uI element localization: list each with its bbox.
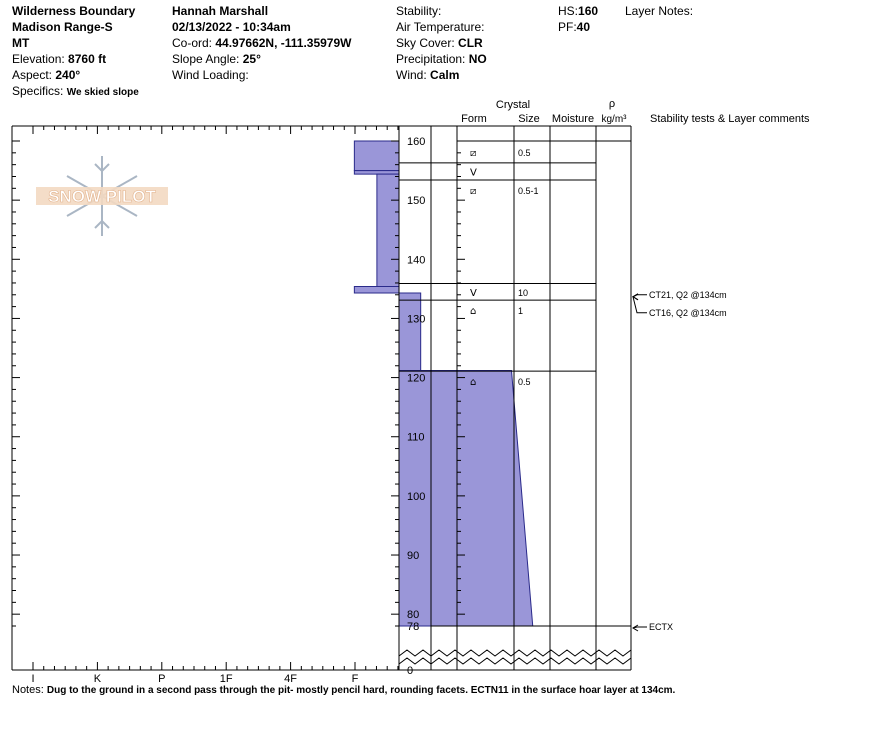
depth-block: HS:160 PF:40 — [558, 3, 598, 35]
logo-text: SNOW PILOT — [48, 187, 156, 206]
wind-label: Wind: — [396, 68, 427, 82]
layer-size: 10 — [518, 288, 528, 298]
layer-size: 1 — [518, 306, 523, 316]
location-line3: MT — [12, 36, 30, 50]
layer-form: ⌂ — [470, 377, 476, 388]
depth-tick-label: 120 — [407, 373, 425, 385]
observer-block: Hannah Marshall 02/13/2022 - 10:34am Co-… — [172, 3, 351, 83]
coord-label: Co-ord: — [172, 36, 213, 50]
depth-tick-label: 100 — [407, 491, 425, 503]
layer-size: 0.5 — [518, 377, 531, 387]
specifics-value: We skied slope — [66, 87, 139, 98]
coord-value: 44.97662N, -111.35979W — [215, 36, 352, 50]
precip-label: Precipitation: — [396, 52, 466, 66]
hardness-bar — [353, 170, 400, 175]
layer-cells: ⧄ 0.5 V ⧄ 0.5-1 V 10 ⌂ 1 ⌂ 0.5 — [470, 148, 539, 388]
hardness-label: 1F — [220, 673, 233, 685]
hs-label: HS: — [558, 4, 579, 18]
conditions-block: Stability: Air Temperature: Sky Cover: C… — [396, 3, 487, 83]
depth-tick-label: 150 — [407, 195, 425, 207]
pf-value: 40 — [576, 20, 591, 34]
snow-pilot-logo: SNOW PILOT — [36, 156, 168, 236]
layer-form: ⌂ — [470, 306, 476, 317]
hardness-bar — [398, 292, 422, 371]
location-line1: Wilderness Boundary — [12, 4, 136, 18]
notes-label: Notes: — [12, 684, 44, 696]
depth-tick-label: 130 — [407, 313, 425, 325]
depth-tick-label: 80 — [407, 609, 419, 621]
hardness-bar — [376, 173, 400, 287]
aspect-value: 240° — [55, 68, 81, 82]
depth-axis: 80 90 100 110 120 130 140 150 160 78 0 — [12, 136, 465, 677]
sky-label: Sky Cover: — [396, 36, 455, 50]
form-header: Form — [461, 113, 487, 125]
depth-tick-label: 90 — [407, 550, 419, 562]
slope-value: 25° — [242, 52, 261, 66]
stability-tests: CT21, Q2 @134cm CT16, Q2 @134cm ECTX — [632, 290, 727, 632]
depth-bottom-label: 78 — [407, 621, 419, 633]
sky-value: CLR — [458, 36, 483, 50]
moisture-header: Moisture — [552, 113, 594, 125]
layer-form: ⧄ — [470, 148, 476, 159]
size-header: Size — [518, 113, 539, 125]
rho-header: ρ — [609, 98, 615, 110]
hs-value: 160 — [578, 4, 599, 18]
hardness-axis: I K P 1F 4F F — [31, 126, 399, 685]
test-arrowhead — [632, 293, 639, 301]
test-arrow — [632, 296, 647, 314]
test-arrowhead — [632, 624, 639, 632]
precip-value: NO — [468, 52, 487, 66]
observer-name: Hannah Marshall — [172, 4, 269, 18]
test-label: CT21, Q2 @134cm — [649, 290, 727, 300]
test-label: CT16, Q2 @134cm — [649, 308, 727, 318]
elevation-value: 8760 ft — [68, 52, 107, 66]
test-label: ECTX — [649, 622, 673, 632]
hardness-label: P — [158, 673, 165, 685]
stability-label: Stability: — [396, 4, 442, 18]
specifics-label: Specifics: — [12, 84, 64, 98]
tests-header: Stability tests & Layer comments — [650, 113, 810, 125]
location-line2: Madison Range-S — [12, 20, 113, 34]
depth-tick-label: 140 — [407, 254, 425, 266]
crystal-header: Crystal — [496, 99, 530, 111]
wind-loading-label: Wind Loading: — [172, 68, 249, 82]
wind-value: Calm — [430, 68, 460, 82]
layer-form: ⧄ — [470, 186, 476, 197]
layer-notes-label: Layer Notes: — [625, 4, 694, 18]
layer-size: 0.5-1 — [518, 186, 539, 196]
aspect-label: Aspect: — [12, 68, 53, 82]
depth-tick-label: 110 — [407, 432, 425, 444]
depth-ground-label: 0 — [407, 665, 413, 677]
hardness-bars — [353, 140, 534, 627]
layer-form: V — [470, 167, 477, 178]
hardness-label: 4F — [284, 673, 297, 685]
location-block: Wilderness Boundary Madison Range-S MT E… — [12, 3, 139, 101]
layer-boundaries — [399, 162, 596, 372]
hardness-bar — [353, 286, 400, 294]
depth-tick-label: 160 — [407, 136, 425, 148]
density-unit-header: kg/m³ — [602, 114, 628, 125]
observation-datetime: 02/13/2022 - 10:34am — [172, 20, 291, 34]
hardness-label: F — [352, 673, 359, 685]
hardness-label: I — [31, 673, 34, 685]
slope-label: Slope Angle: — [172, 52, 240, 66]
layer-form: V — [470, 288, 477, 299]
air-temp-label: Air Temperature: — [396, 20, 485, 34]
pf-label: PF: — [558, 20, 577, 34]
elevation-label: Elevation: — [12, 52, 65, 66]
notes: Notes: Dug to the ground in a second pas… — [12, 684, 675, 696]
hardness-label: K — [94, 673, 102, 685]
hardness-bar — [353, 140, 400, 172]
notes-text: Dug to the ground in a second pass throu… — [46, 685, 676, 696]
layer-size: 0.5 — [518, 148, 531, 158]
